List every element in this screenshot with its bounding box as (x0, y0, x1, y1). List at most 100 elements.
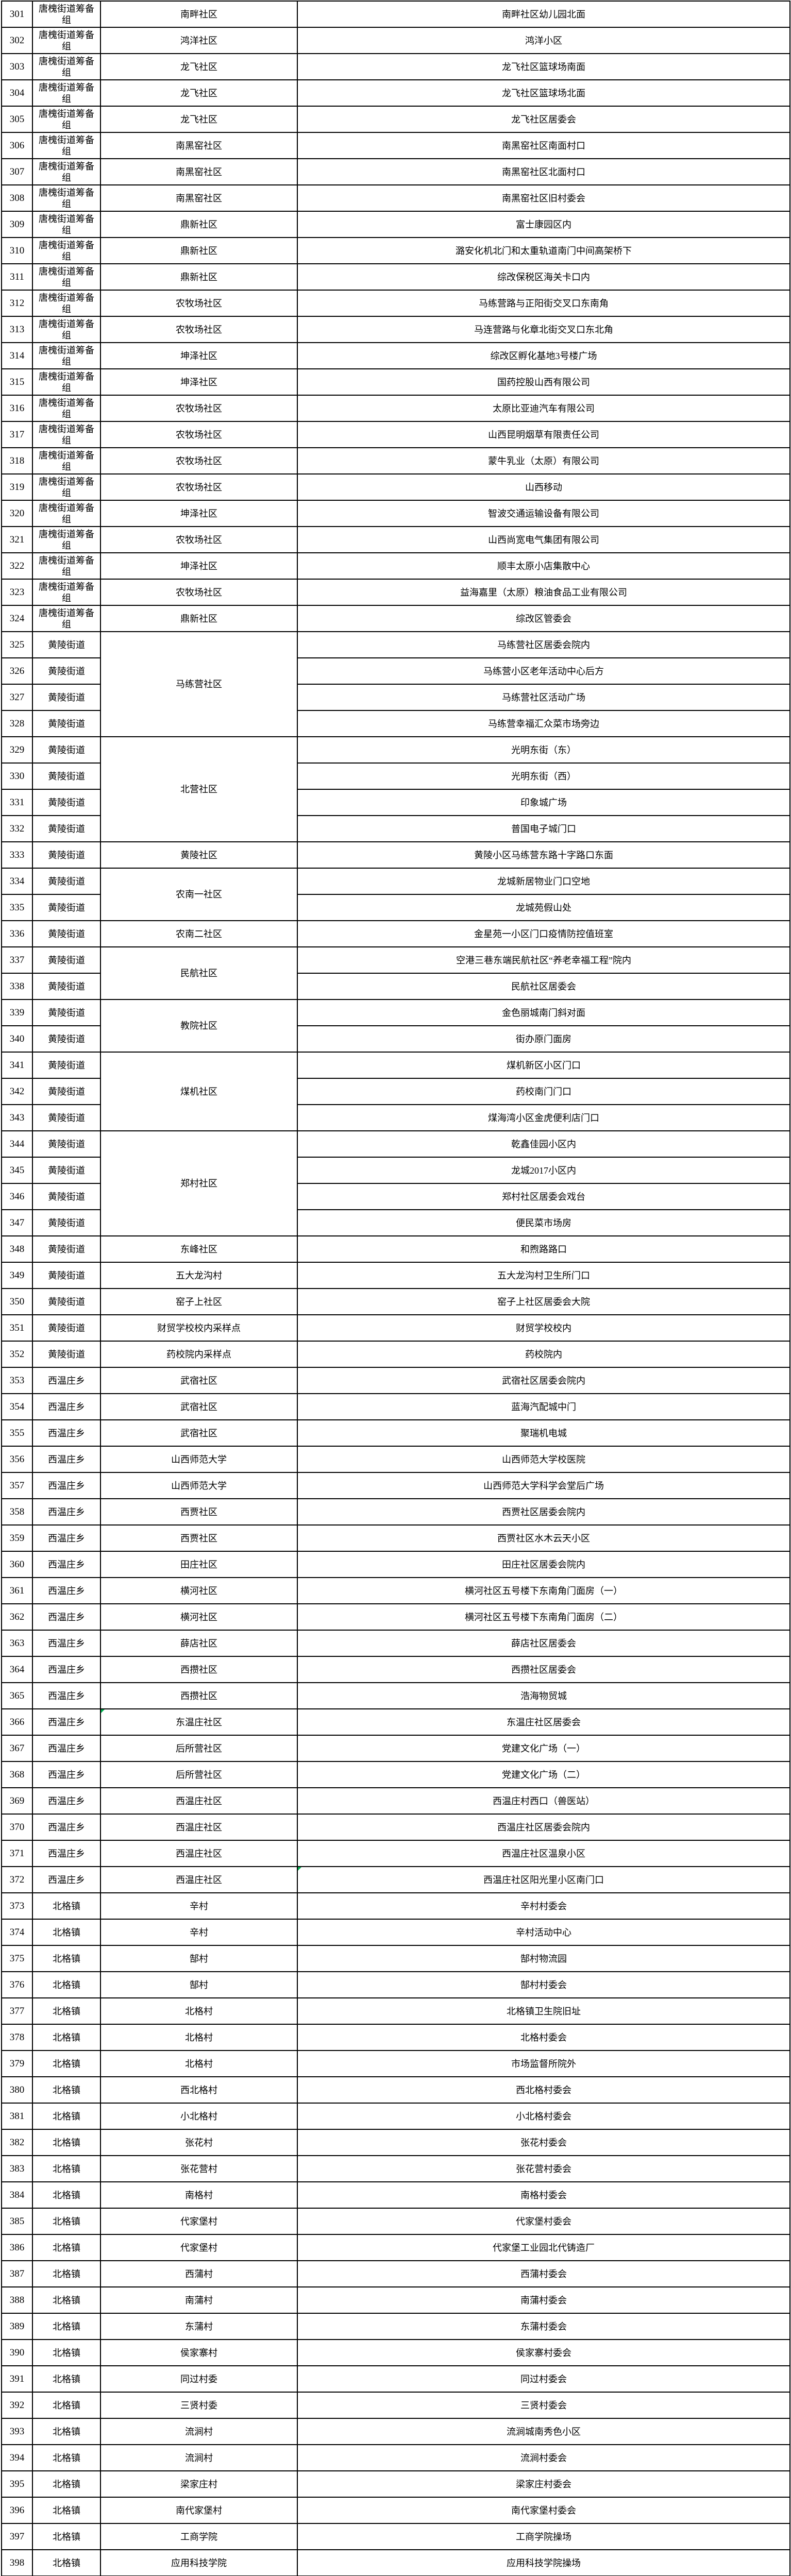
street-cell: 黄陵街道 (32, 762, 101, 790)
community-cell: 薛店社区 (100, 1630, 298, 1657)
street-text: 西温庄乡 (48, 1585, 85, 1596)
community-cell: 农牧场社区 (100, 290, 298, 317)
table-row: 330 黄陵街道 光明东街（西） (1, 762, 790, 790)
table-row: 372 西温庄乡 西温庄社区 西温庄社区阳光里小区南门口 (1, 1866, 790, 1893)
street-cell: 唐槐街道筹备组 (32, 158, 101, 185)
street-cell: 唐槐街道筹备组 (32, 421, 101, 448)
site-cell: 薛店社区居委会 (297, 1630, 790, 1657)
table-row: 359 西温庄乡 西贾社区 西贾社区水木云天小区 (1, 1524, 790, 1552)
table-row: 381 北格镇 小北格村 小北格村委会 (1, 2103, 790, 2130)
street-cell: 黄陵街道 (32, 815, 101, 842)
community-text: 农牧场社区 (176, 455, 222, 466)
row-number-cell: 383 (1, 2155, 33, 2182)
table-row: 329 黄陵街道 北营社区 光明东街（东） (1, 736, 790, 842)
street-text: 北格镇 (53, 2557, 80, 2568)
row-number-cell: 357 (1, 1472, 33, 1499)
community-text: 南代家堡村 (176, 2505, 222, 2516)
site-text: 马练营社区活动广场 (502, 692, 585, 703)
row-number-text: 394 (9, 2452, 25, 2463)
site-text: 顺丰太原小店集散中心 (497, 561, 590, 571)
street-cell: 黄陵街道 (32, 1104, 101, 1131)
row-number-text: 313 (9, 324, 25, 335)
street-cell: 北格镇 (32, 2024, 101, 2051)
community-cell: 煤机社区 (100, 1052, 298, 1131)
street-text: 黄陵街道 (48, 955, 85, 965)
row-number-text: 345 (9, 1164, 25, 1176)
street-text: 北格镇 (53, 2032, 80, 2043)
street-text: 北格镇 (53, 2426, 80, 2437)
site-text: 药校南门门口 (516, 1086, 571, 1097)
site-text: 印象城广场 (520, 797, 567, 808)
row-number-cell: 328 (1, 710, 33, 737)
table-row: 315 唐槐街道筹备组 坤泽社区 国药控股山西有限公司 (1, 368, 790, 396)
community-text: 北格村 (185, 2006, 213, 2016)
site-text: 南黑窑社区旧村委会 (502, 193, 585, 204)
community-cell: 南畔社区 (100, 1, 298, 28)
street-text: 唐槐街道筹备组 (39, 161, 94, 183)
street-text: 西温庄乡 (48, 1795, 85, 1806)
table-row: 361 西温庄乡 横河社区 横河社区五号楼下东南角门面房（一） (1, 1577, 790, 1604)
row-number-cell: 306 (1, 132, 33, 159)
street-cell: 唐槐街道筹备组 (32, 526, 101, 553)
table-row: 376 北格镇 郜村 郜村村委会 (1, 1971, 790, 1998)
row-number-cell: 394 (1, 2444, 33, 2471)
row-number-cell: 379 (1, 2050, 33, 2077)
site-cell: 东蒲村委会 (297, 2313, 790, 2340)
community-text: 西温庄社区 (176, 1795, 222, 1806)
site-text: 郜村物流园 (520, 1953, 567, 1964)
street-text: 唐槐街道筹备组 (39, 292, 94, 314)
street-cell: 黄陵街道 (32, 631, 101, 658)
table-row: 340 黄陵街道 街办原门面房 (1, 1025, 790, 1053)
site-cell: 山西师范大学校医院 (297, 1446, 790, 1473)
community-text: 窑子上社区 (176, 1296, 222, 1307)
row-number-cell: 354 (1, 1393, 33, 1420)
street-cell: 唐槐街道筹备组 (32, 342, 101, 369)
street-text: 黄陵街道 (48, 823, 85, 834)
site-text: 乾鑫佳园小区内 (511, 1139, 576, 1149)
row-number-text: 349 (9, 1269, 25, 1281)
street-cell: 北格镇 (32, 2549, 101, 2576)
site-cell: 龙飞社区篮球场北面 (297, 79, 790, 107)
community-cell: 流涧村 (100, 2418, 298, 2445)
row-number-cell: 390 (1, 2339, 33, 2366)
row-number-cell: 382 (1, 2129, 33, 2156)
site-cell: 马练营路与正阳街交叉口东南角 (297, 290, 790, 317)
site-text: 北格镇卫生院旧址 (507, 2006, 581, 2016)
community-cell: 坤泽社区 (100, 552, 298, 580)
community-text: 西温庄社区 (176, 1848, 222, 1859)
street-text: 北格镇 (53, 2531, 80, 2542)
street-cell: 北格镇 (32, 2418, 101, 2445)
site-text: 西蒲村委会 (520, 2268, 567, 2279)
street-cell: 西温庄乡 (32, 1735, 101, 1762)
site-cell: 南黑窑社区北面村口 (297, 158, 790, 185)
row-number-text: 371 (9, 1848, 25, 1859)
community-text: 山西师范大学 (171, 1454, 227, 1465)
community-text: 南黑窑社区 (176, 166, 222, 177)
street-cell: 唐槐街道筹备组 (32, 552, 101, 580)
street-cell: 北格镇 (32, 2129, 101, 2156)
row-number-cell: 329 (1, 736, 33, 764)
row-number-cell: 346 (1, 1183, 33, 1210)
table-row: 354 西温庄乡 武宿社区 蓝海汽配城中门 (1, 1393, 790, 1420)
row-number-text: 380 (9, 2084, 25, 2095)
cell-note-marker-icon (102, 1710, 105, 1713)
street-text: 北格镇 (53, 2111, 80, 2122)
site-text: 工商学院操场 (516, 2531, 571, 2542)
community-cell: 小北格村 (100, 2103, 298, 2130)
row-number-cell: 305 (1, 106, 33, 133)
community-text: 郜村 (190, 1953, 208, 1964)
site-text: 南黑窑社区南面村口 (502, 140, 585, 151)
street-text: 北格镇 (53, 2479, 80, 2489)
row-number-cell: 376 (1, 1971, 33, 1998)
site-cell: 党建文化广场（二） (297, 1761, 790, 1788)
street-cell: 北格镇 (32, 2103, 101, 2130)
site-text: 智波交通运输设备有限公司 (488, 508, 599, 519)
community-text: 西温庄社区 (176, 1874, 222, 1885)
community-text: 农牧场社区 (176, 403, 222, 414)
community-text: 流涧村 (185, 2452, 213, 2463)
row-number-text: 352 (9, 1348, 25, 1360)
site-cell: 乾鑫佳园小区内 (297, 1130, 790, 1158)
community-cell: 工商学院 (100, 2523, 298, 2550)
table-row: 389 北格镇 东蒲村 东蒲村委会 (1, 2313, 790, 2340)
street-cell: 黄陵街道 (32, 1078, 101, 1105)
